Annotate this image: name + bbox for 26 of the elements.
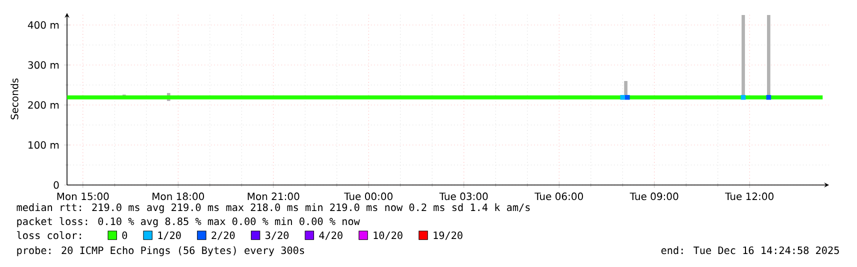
y-tick-label: 200 m: [28, 101, 59, 109]
legend-title: loss color:: [17, 231, 81, 240]
text: end: Tue Dec 16 14:24:58 2025: [661, 246, 839, 254]
y-tick-label: 400 m: [28, 21, 59, 29]
legend-label: 4/20: [319, 231, 342, 240]
text: median rtt: 219.0 ms avg 219.0 ms max 218.0 ms min 219.0 ms now 0.2 ms sd 1.4 k am/s: [16, 203, 530, 214]
text: packet loss: 0.10 % avg 8.85 % max 0.00 % min 0.00 % now: [17, 217, 360, 228]
x-tick-label: Tue 09:00: [630, 192, 678, 200]
x-tick-label: Tue 03:00: [439, 192, 488, 200]
y-axis-title: Seconds: [10, 78, 18, 120]
y-tick-label: 100 m: [28, 141, 59, 149]
x-tick-label: Tue 00:00: [344, 192, 392, 200]
x-tick-label: Mon 18:00: [152, 192, 204, 200]
legend-label: 10/20: [374, 231, 402, 240]
y-tick-label: 0: [54, 181, 59, 189]
y-tick-label: 300 m: [28, 61, 59, 69]
legend-label: 2/20: [212, 231, 235, 240]
legend-label: 19/20: [434, 231, 462, 240]
text: probe: 20 ICMP Echo Pings (56 Bytes) every 300s: [17, 246, 304, 256]
x-tick-label: Mon 21:00: [248, 192, 300, 200]
legend-label: 1/20: [158, 231, 181, 240]
x-tick-label: Mon 15:00: [57, 192, 109, 200]
legend-label: 0: [122, 231, 128, 240]
legend-label: 3/20: [265, 231, 289, 240]
x-tick-label: Tue 12:00: [725, 192, 774, 200]
x-tick-label: Tue 06:00: [534, 192, 583, 200]
